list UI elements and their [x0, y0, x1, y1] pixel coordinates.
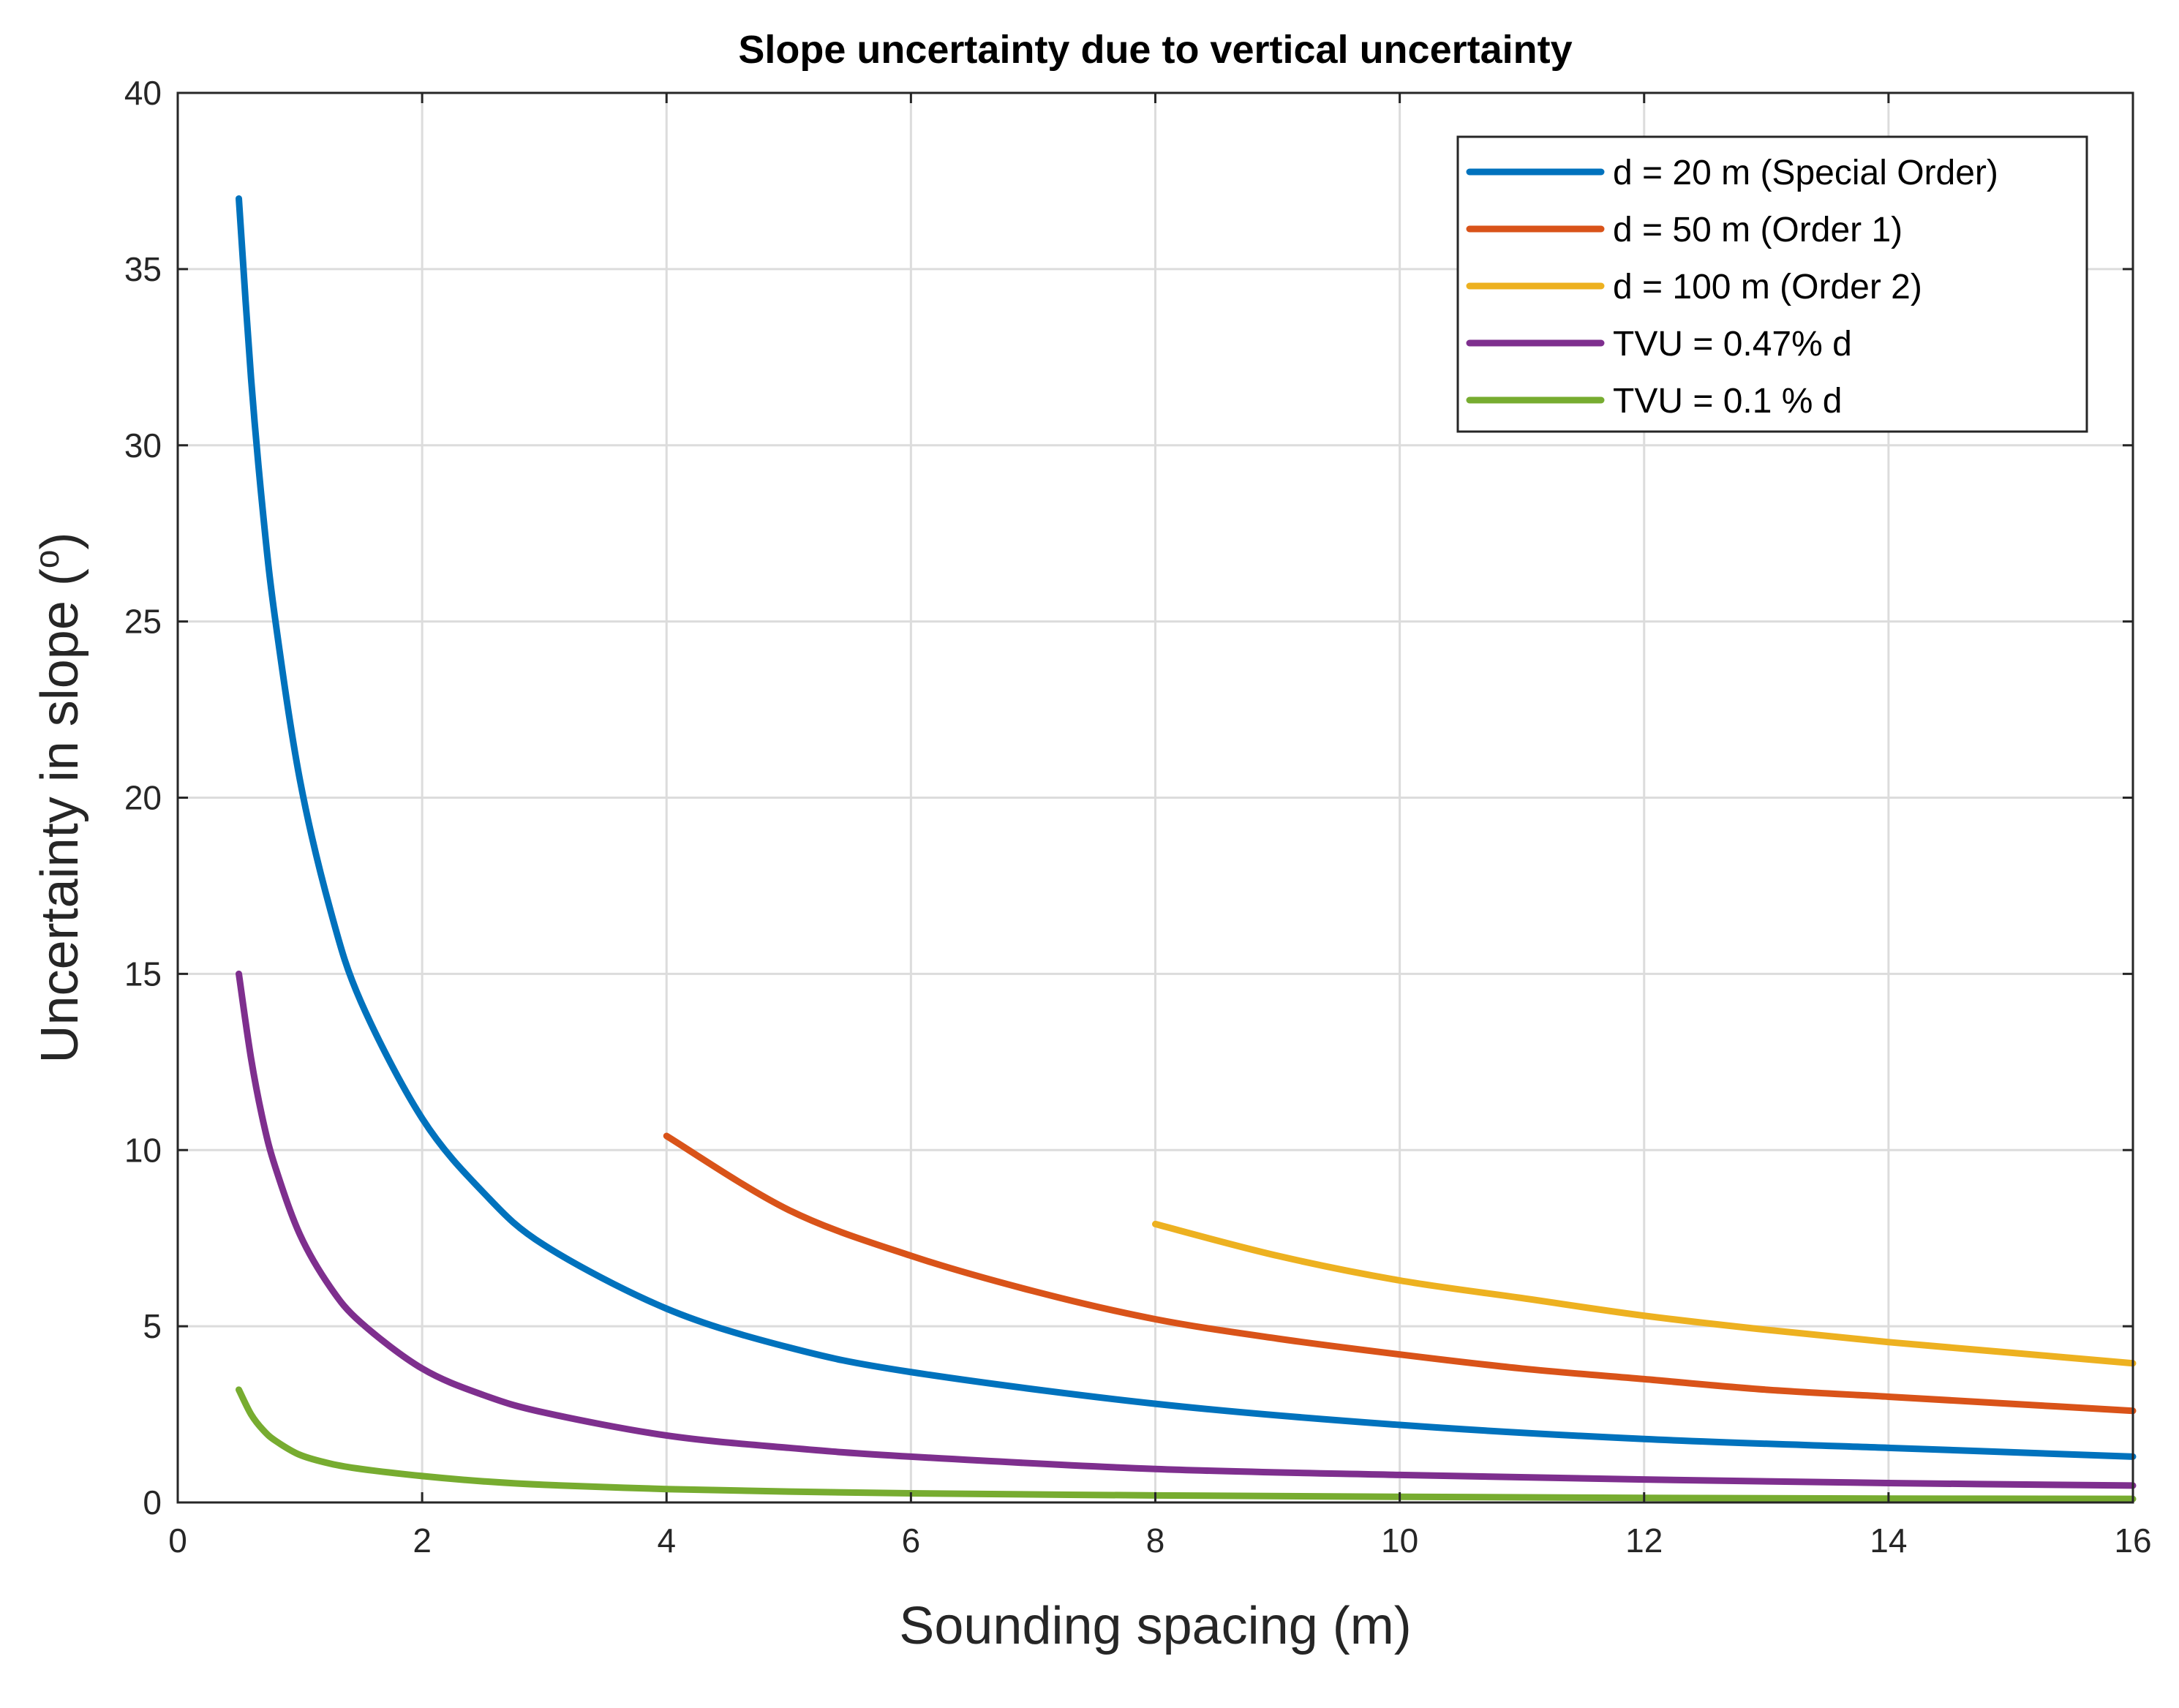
x-tick-label: 2 — [413, 1521, 432, 1560]
series-line-1 — [236, 195, 2137, 1460]
legend-label-4: TVU = 0.47% d — [1613, 325, 1852, 364]
x-tick-label: 4 — [657, 1521, 676, 1560]
y-tick-label: 10 — [124, 1131, 162, 1169]
y-axis-label: Uncertainty in slope (o) — [28, 533, 89, 1064]
x-tick-label: 14 — [1870, 1521, 1907, 1560]
legend-label-2: d = 50 m (Order 1) — [1613, 211, 1903, 249]
x-axis-label: Sounding spacing (m) — [899, 1597, 1411, 1655]
x-tick-label: 6 — [902, 1521, 921, 1560]
y-tick-label: 30 — [124, 426, 162, 464]
y-tick-label: 15 — [124, 955, 162, 993]
y-tick-label: 25 — [124, 603, 162, 641]
x-tick-label: 10 — [1381, 1521, 1418, 1560]
y-tick-label: 40 — [124, 74, 162, 112]
y-axis-label-main: Uncertainty in slope ( — [31, 568, 89, 1063]
series-line-2 — [663, 1132, 2137, 1415]
y-tick-label: 35 — [124, 250, 162, 288]
legend: d = 20 m (Special Order) d = 50 m (Order … — [1456, 135, 2088, 433]
y-tick-label: 20 — [124, 779, 162, 817]
legend-label-1: d = 20 m (Special Order) — [1613, 154, 1998, 192]
y-axis-label-degree: o — [28, 550, 66, 569]
y-tick-label: 0 — [143, 1483, 162, 1521]
x-tick-label: 0 — [168, 1521, 187, 1560]
legend-label-3: d = 100 m (Order 2) — [1613, 268, 1922, 306]
y-axis-label-close: ) — [31, 533, 89, 550]
legend-label-5: TVU = 0.1 % d — [1613, 382, 1842, 421]
chart-title: Slope uncertainty due to vertical uncert… — [738, 28, 1572, 72]
x-tick-label: 8 — [1146, 1521, 1165, 1560]
series-line-4 — [236, 970, 2137, 1489]
series-line-3 — [1152, 1220, 2137, 1367]
x-tick-label: 16 — [2114, 1521, 2151, 1560]
ticks: 0 2 4 6 8 10 12 14 16 0 5 10 15 20 25 30 35 40 — [124, 74, 2152, 1560]
x-tick-label: 12 — [1625, 1521, 1663, 1560]
y-tick-label: 5 — [143, 1307, 162, 1345]
